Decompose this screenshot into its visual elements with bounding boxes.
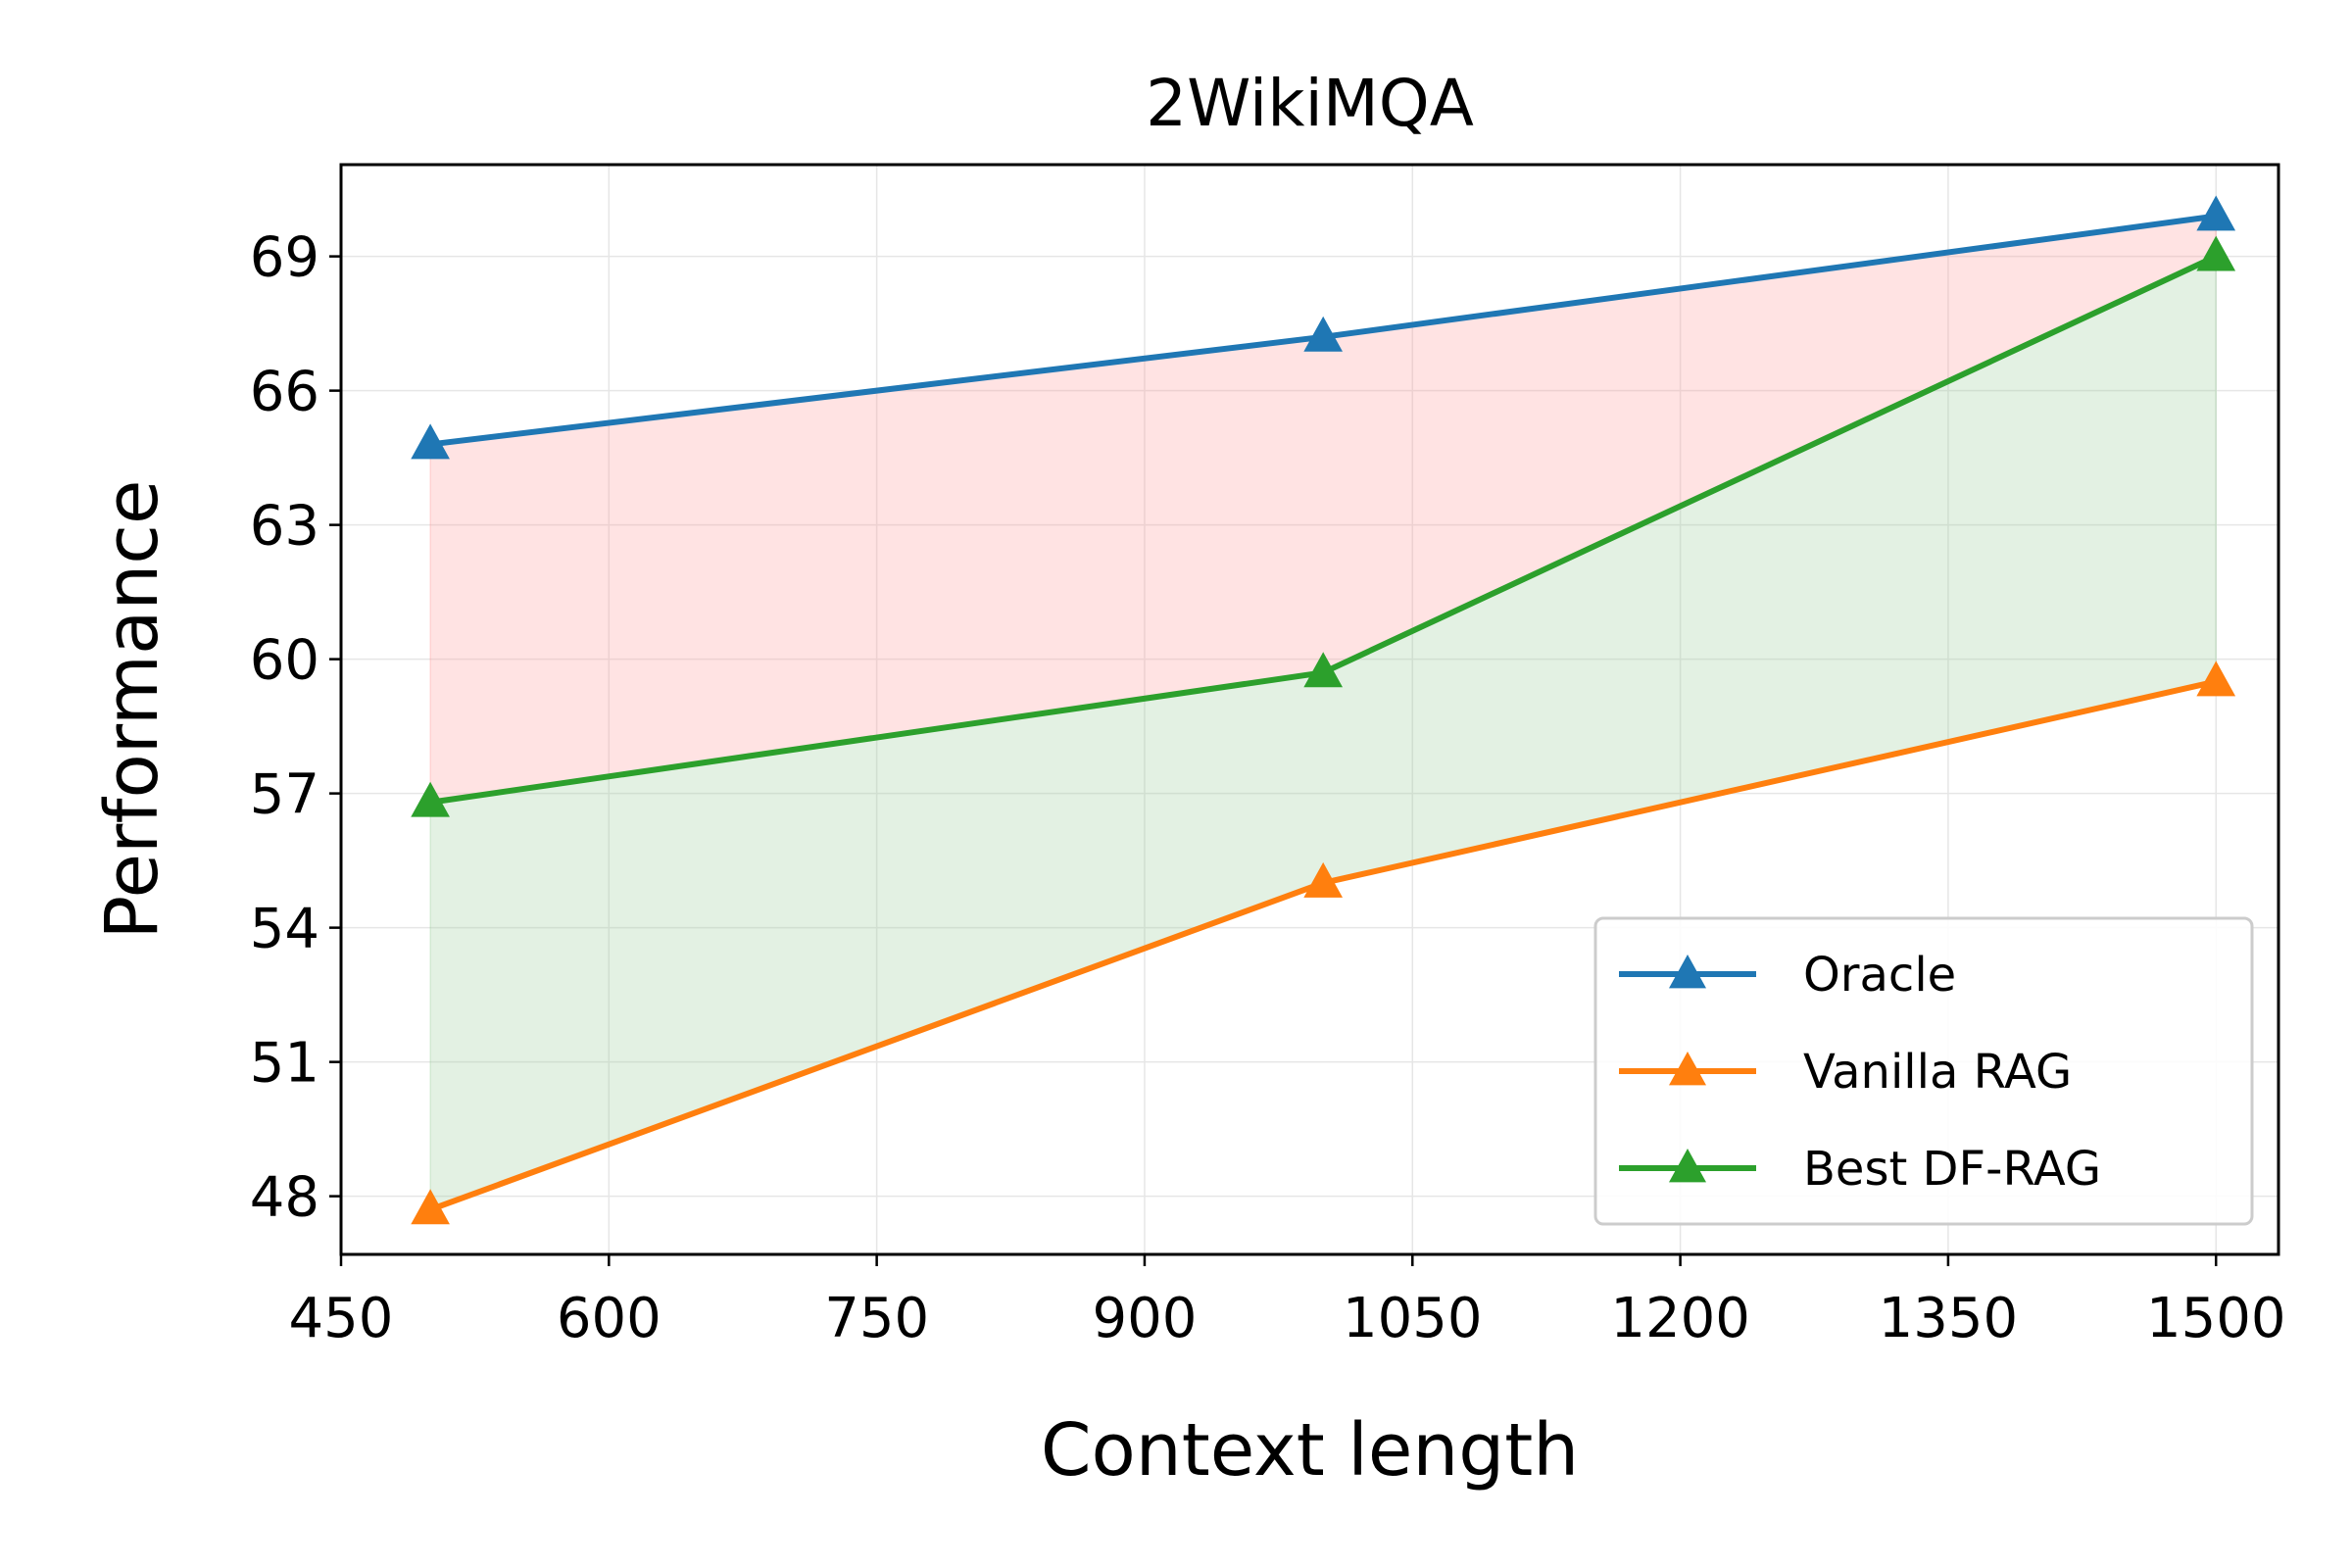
y-tick-label: 54 <box>250 898 319 961</box>
x-tick-label: 600 <box>557 1287 662 1350</box>
x-tick-label: 1350 <box>1879 1287 2019 1350</box>
data-point-oracle <box>1303 316 1344 352</box>
data-point-vanilla-rag <box>1303 861 1344 898</box>
x-tick-label: 1050 <box>1343 1287 1483 1350</box>
data-point-vanilla-rag <box>2196 661 2236 697</box>
chart-title: 2WikiMQA <box>1146 66 1474 141</box>
x-tick-label: 450 <box>289 1287 394 1350</box>
x-tick-label: 1200 <box>1610 1287 1750 1350</box>
legend-box <box>1593 916 2254 1226</box>
y-tick-label: 48 <box>250 1166 319 1230</box>
series-markers <box>411 195 2236 1225</box>
y-tick-label: 66 <box>250 361 319 424</box>
legend-marker <box>1669 1052 1706 1086</box>
data-point-best-df-rag <box>411 781 450 817</box>
data-point-best-df-rag <box>2196 235 2236 271</box>
plot-frame <box>339 163 2280 1256</box>
y-tick-label: 51 <box>250 1032 319 1096</box>
legend-marker <box>1669 955 1706 989</box>
x-tick-label: 750 <box>824 1287 929 1350</box>
y-tick-label: 63 <box>250 495 319 559</box>
x-tick-label: 1500 <box>2146 1287 2286 1350</box>
axis-ticks: 450 600 750 900 1050 1200 1350 1500 48 51 54 57 60 63… <box>250 226 2286 1350</box>
y-tick-label: 69 <box>250 226 319 290</box>
data-point-oracle <box>2196 195 2236 231</box>
legend: Oracle Vanilla RAG Best DF-RAG <box>1593 916 2254 1226</box>
legend-label: Best DF-RAG <box>1803 1142 2101 1197</box>
y-tick-label: 60 <box>250 629 319 693</box>
y-axis-label: Performance <box>90 480 174 940</box>
x-axis-label: Context length <box>1041 1408 1579 1493</box>
data-point-best-df-rag <box>1303 652 1344 688</box>
legend-label: Oracle <box>1803 948 1956 1003</box>
y-tick-label: 57 <box>250 763 319 827</box>
data-point-oracle <box>411 423 450 460</box>
legend-label: Vanilla RAG <box>1803 1045 2072 1100</box>
x-tick-label: 900 <box>1093 1287 1198 1350</box>
data-point-vanilla-rag <box>411 1189 450 1225</box>
legend-marker <box>1669 1149 1706 1183</box>
